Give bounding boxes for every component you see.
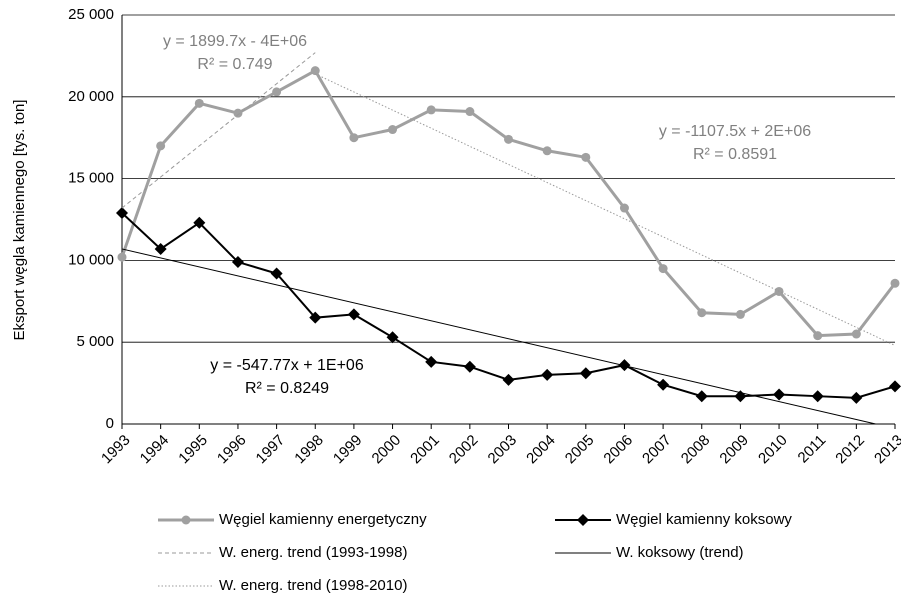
annotation: R² = 0.8591: [693, 146, 777, 163]
marker: [463, 360, 476, 373]
marker: [504, 134, 513, 144]
marker: [347, 308, 360, 321]
legend-marker: [577, 514, 589, 526]
legend-label: W. koksowy (trend): [616, 544, 744, 561]
marker: [465, 107, 475, 117]
marker: [542, 146, 552, 156]
y-axis-label: Eksport węgla kamiennego [tys. ton]: [11, 100, 28, 341]
marker: [388, 125, 398, 135]
marker: [618, 359, 631, 372]
marker: [194, 98, 204, 108]
marker: [579, 367, 592, 380]
marker: [695, 390, 708, 403]
x-tick-label: 2000: [369, 432, 405, 468]
marker: [425, 355, 438, 368]
marker: [813, 331, 823, 341]
x-tick-label: 2012: [832, 432, 868, 468]
series-line: [121, 248, 876, 425]
marker: [386, 331, 399, 344]
marker: [502, 373, 515, 386]
marker: [851, 329, 861, 339]
marker: [697, 308, 707, 318]
marker: [581, 152, 591, 162]
marker: [310, 66, 320, 76]
x-tick-label: 2005: [562, 432, 598, 468]
annotation: y = -547.77x + 1E+06: [210, 357, 364, 374]
y-tick-label: 10 000: [68, 251, 114, 268]
marker: [270, 267, 283, 280]
y-tick-label: 0: [106, 415, 114, 432]
marker: [231, 256, 244, 269]
marker: [116, 206, 128, 219]
x-tick-label: 2001: [407, 432, 443, 468]
marker: [657, 378, 670, 391]
marker: [735, 309, 745, 319]
x-tick-label: 2003: [485, 432, 521, 468]
marker: [117, 252, 127, 262]
y-tick-label: 15 000: [68, 170, 114, 187]
annotation: y = 1899.7x - 4E+06: [163, 33, 307, 50]
legend-label: Węgiel kamienny energetyczny: [219, 511, 427, 528]
marker: [890, 278, 900, 288]
marker: [850, 391, 863, 404]
marker: [889, 380, 901, 393]
y-tick-label: 5 000: [76, 333, 114, 350]
marker: [272, 87, 282, 97]
marker: [193, 216, 206, 229]
marker: [154, 242, 167, 255]
marker: [619, 203, 629, 213]
x-tick-label: 2002: [446, 432, 482, 468]
x-tick-label: 2004: [523, 432, 559, 468]
marker: [349, 133, 359, 143]
marker: [658, 264, 668, 274]
marker: [426, 105, 436, 115]
legend-label: Węgiel kamienny koksowy: [616, 511, 792, 528]
y-tick-label: 25 000: [68, 6, 114, 23]
x-tick-label: 2011: [794, 432, 829, 467]
marker: [811, 390, 824, 403]
x-tick-label: 2006: [600, 432, 636, 468]
x-tick-label: 1993: [98, 432, 134, 468]
legend-marker: [181, 515, 191, 525]
x-tick-label: 1994: [137, 432, 173, 468]
marker: [309, 311, 322, 324]
x-tick-label: 2013: [871, 432, 901, 468]
x-tick-label: 2008: [678, 432, 714, 468]
x-tick-label: 2010: [755, 432, 791, 468]
x-tick-label: 2009: [716, 432, 752, 468]
x-tick-label: 1999: [330, 432, 366, 468]
legend-label: W. energ. trend (1998-2010): [219, 577, 407, 594]
marker: [233, 108, 243, 118]
series-line: [315, 73, 896, 346]
x-tick-label: 1996: [214, 432, 250, 468]
marker: [541, 368, 554, 381]
annotation: R² = 0.8249: [245, 380, 329, 397]
x-tick-label: 1997: [253, 432, 289, 468]
series-line: [121, 52, 316, 209]
x-tick-label: 2007: [639, 432, 675, 468]
legend-label: W. energ. trend (1993-1998): [219, 544, 407, 561]
annotation: y = -1107.5x + 2E+06: [659, 123, 811, 140]
marker: [773, 388, 786, 401]
y-tick-label: 20 000: [68, 88, 114, 105]
x-tick-label: 1995: [175, 432, 211, 468]
annotation: R² = 0.749: [197, 56, 272, 73]
x-tick-label: 1998: [291, 432, 327, 468]
marker: [156, 141, 166, 151]
